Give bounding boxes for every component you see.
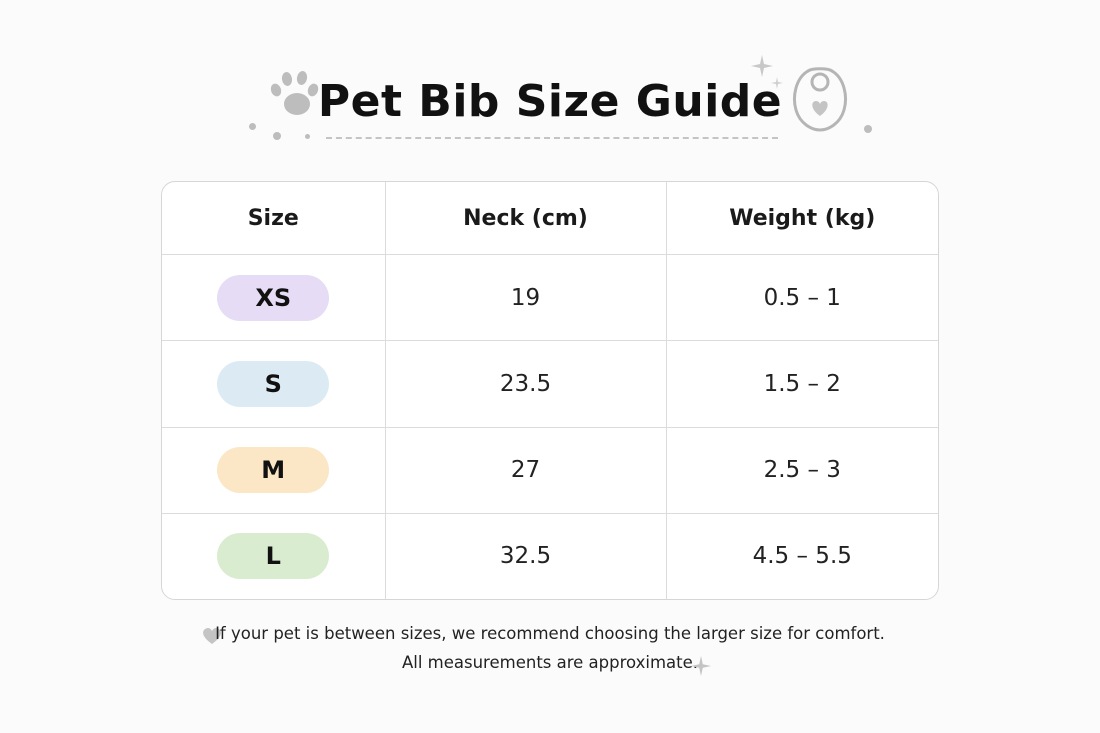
decor-dot [273, 132, 281, 140]
table-header-row: Size Neck (cm) Weight (kg) [162, 182, 938, 255]
weight-cell: 4.5 – 5.5 [752, 543, 852, 570]
neck-cell: 27 [385, 427, 667, 514]
sparkle-icon [691, 656, 711, 676]
weight-cell: 1.5 – 2 [666, 340, 938, 428]
size-cell: L [162, 513, 386, 599]
decor-dot [305, 134, 310, 139]
page-title: Pet Bib Size Guide [317, 76, 783, 127]
title-divider [326, 137, 778, 139]
heart-icon [203, 627, 221, 644]
weight-cell: 2.5 – 3 [666, 427, 938, 514]
table-row: XS 19 0.5 – 1 [162, 254, 938, 342]
header: Pet Bib Size Guide [0, 0, 1100, 160]
column-header-weight: Weight (kg) [666, 182, 938, 255]
decor-dot [864, 125, 872, 133]
neck-cell: 32.5 [385, 513, 667, 599]
size-badge: M [217, 447, 330, 494]
sparkle-icon [751, 55, 773, 77]
size-cell: S [162, 340, 386, 428]
paw-icon [270, 71, 319, 115]
column-header-neck: Neck (cm) [385, 182, 667, 255]
size-table: Size Neck (cm) Weight (kg) XS 19 0.5 – 1… [162, 182, 938, 599]
sparkle-icon [771, 77, 783, 89]
size-badge: S [217, 360, 330, 407]
table-row: M 27 2.5 – 3 [162, 427, 938, 514]
size-cell: M [162, 427, 386, 514]
size-badge: L [217, 533, 330, 580]
size-badge: XS [217, 274, 330, 321]
table-row: L 32.5 4.5 – 5.5 [162, 513, 938, 599]
footer-disclaimer: All measurements are approximate. [401, 653, 699, 672]
column-header-size: Size [162, 182, 386, 255]
decor-dot [249, 123, 256, 130]
size-table-container: Size Neck (cm) Weight (kg) XS 19 0.5 – 1… [161, 181, 939, 600]
footer-note: If your pet is between sizes, we recomme… [215, 624, 885, 643]
neck-cell: 19 [385, 254, 667, 342]
neck-cell: 23.5 [385, 340, 667, 428]
size-cell: XS [162, 254, 386, 342]
weight-cell: 0.5 – 1 [666, 254, 938, 342]
table-row: S 23.5 1.5 – 2 [162, 340, 938, 428]
bib-icon [793, 67, 847, 132]
